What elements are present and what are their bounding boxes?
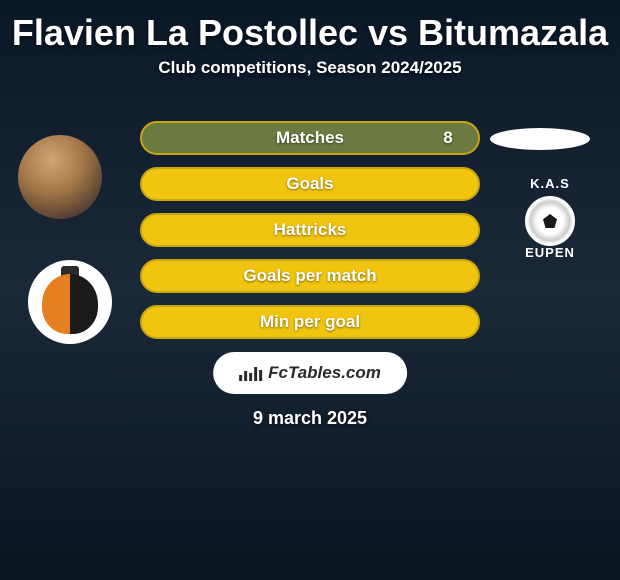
player-left-club-badge <box>28 260 112 344</box>
club-right-bottom-text: EUPEN <box>500 245 600 260</box>
stat-label: Matches <box>202 128 418 148</box>
stat-row: Goals per match <box>140 259 480 293</box>
stat-label: Min per goal <box>202 312 418 332</box>
branding-text: FcTables.com <box>268 363 381 383</box>
page-title: Flavien La Postollec vs Bitumazala <box>0 0 620 58</box>
stats-container: Matches8 Goals Hattricks Goals per match Min… <box>140 121 480 351</box>
stat-value-right: 8 <box>418 128 478 148</box>
stat-row: Goals <box>140 167 480 201</box>
page-subtitle: Club competitions, Season 2024/2025 <box>0 58 620 78</box>
stat-label: Goals <box>202 174 418 194</box>
stat-row: Min per goal <box>140 305 480 339</box>
player-right-avatar-placeholder <box>490 128 590 150</box>
club-right-top-text: K.A.S <box>500 176 600 191</box>
fctables-branding: FcTables.com <box>213 352 407 394</box>
date-text: 9 march 2025 <box>0 408 620 429</box>
player-left-avatar <box>18 135 102 219</box>
stat-label: Hattricks <box>202 220 418 240</box>
player-right-club-badge: K.A.S EUPEN <box>500 176 600 260</box>
stat-label: Goals per match <box>202 266 418 286</box>
stat-row: Hattricks <box>140 213 480 247</box>
bar-chart-icon <box>239 365 262 381</box>
soccer-ball-icon <box>525 196 575 246</box>
stat-row: Matches8 <box>140 121 480 155</box>
